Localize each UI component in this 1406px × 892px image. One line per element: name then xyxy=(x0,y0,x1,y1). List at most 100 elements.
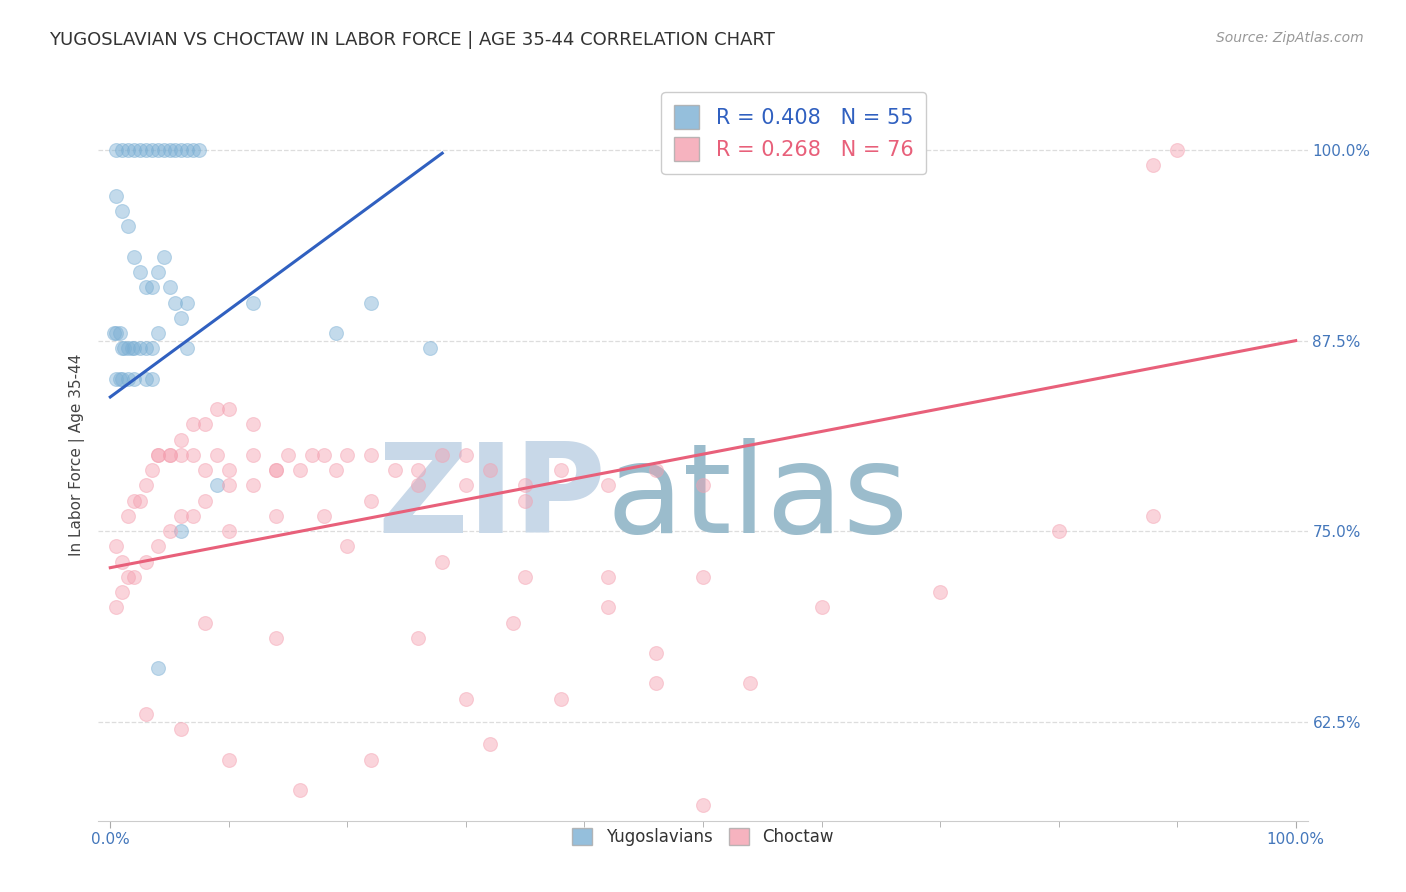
Point xyxy=(117,219,139,234)
Point xyxy=(360,753,382,767)
Point xyxy=(454,448,477,462)
Point xyxy=(181,417,204,432)
Point xyxy=(205,448,228,462)
Point xyxy=(419,341,441,355)
Point xyxy=(135,555,157,569)
Point xyxy=(122,493,145,508)
Point xyxy=(165,295,187,310)
Point xyxy=(188,143,211,157)
Point xyxy=(181,448,204,462)
Point xyxy=(111,143,134,157)
Point xyxy=(218,463,240,477)
Point xyxy=(141,372,163,386)
Point xyxy=(108,372,131,386)
Point xyxy=(325,326,347,340)
Point xyxy=(408,631,430,645)
Point xyxy=(360,448,382,462)
Point xyxy=(810,600,832,615)
Point xyxy=(218,402,240,417)
Point xyxy=(176,295,198,310)
Point xyxy=(218,524,240,538)
Point xyxy=(129,265,152,279)
Point xyxy=(929,585,952,599)
Point xyxy=(121,341,143,355)
Point xyxy=(515,478,537,492)
Point xyxy=(159,280,181,294)
Point xyxy=(105,189,128,203)
Point xyxy=(159,143,181,157)
Point xyxy=(111,555,134,569)
Point xyxy=(105,540,128,554)
Point xyxy=(242,295,264,310)
Point xyxy=(692,798,714,813)
Point xyxy=(117,341,139,355)
Point xyxy=(165,143,187,157)
Point xyxy=(550,691,572,706)
Point xyxy=(122,372,145,386)
Point xyxy=(242,417,264,432)
Point xyxy=(111,372,134,386)
Point xyxy=(598,600,620,615)
Point xyxy=(242,448,264,462)
Text: atlas: atlas xyxy=(606,438,908,559)
Point xyxy=(692,570,714,584)
Point xyxy=(692,478,714,492)
Y-axis label: In Labor Force | Age 35-44: In Labor Force | Age 35-44 xyxy=(69,354,84,556)
Point xyxy=(117,143,139,157)
Point xyxy=(598,478,620,492)
Point xyxy=(135,280,157,294)
Point xyxy=(170,433,193,447)
Point xyxy=(170,524,193,538)
Point xyxy=(1142,508,1164,523)
Point xyxy=(360,493,382,508)
Point xyxy=(1166,143,1188,157)
Point xyxy=(644,463,666,477)
Point xyxy=(218,478,240,492)
Point xyxy=(408,478,430,492)
Point xyxy=(264,508,287,523)
Point xyxy=(146,661,169,675)
Point xyxy=(170,723,193,737)
Point xyxy=(122,143,145,157)
Legend: Yugoslavians, Choctaw: Yugoslavians, Choctaw xyxy=(565,821,841,853)
Point xyxy=(502,615,524,630)
Point xyxy=(194,417,217,432)
Point xyxy=(129,341,152,355)
Point xyxy=(111,585,134,599)
Point xyxy=(432,555,454,569)
Point xyxy=(105,143,128,157)
Point xyxy=(141,143,163,157)
Point xyxy=(170,143,193,157)
Point xyxy=(740,676,762,690)
Point xyxy=(336,448,359,462)
Point xyxy=(194,615,217,630)
Point xyxy=(1142,158,1164,172)
Point xyxy=(288,783,311,797)
Point xyxy=(170,310,193,325)
Point xyxy=(152,250,174,264)
Point xyxy=(478,463,501,477)
Point xyxy=(146,448,169,462)
Point xyxy=(454,691,477,706)
Point xyxy=(264,631,287,645)
Point xyxy=(288,463,311,477)
Point xyxy=(1047,524,1070,538)
Point xyxy=(170,508,193,523)
Point xyxy=(218,753,240,767)
Point xyxy=(312,448,335,462)
Point xyxy=(135,372,157,386)
Point xyxy=(159,524,181,538)
Point xyxy=(176,341,198,355)
Point xyxy=(135,341,157,355)
Point xyxy=(146,326,169,340)
Point xyxy=(205,478,228,492)
Point xyxy=(105,326,128,340)
Point xyxy=(108,326,131,340)
Point xyxy=(159,448,181,462)
Point xyxy=(129,143,152,157)
Point xyxy=(135,478,157,492)
Point xyxy=(277,448,299,462)
Point xyxy=(152,143,174,157)
Point xyxy=(478,738,501,752)
Point xyxy=(170,448,193,462)
